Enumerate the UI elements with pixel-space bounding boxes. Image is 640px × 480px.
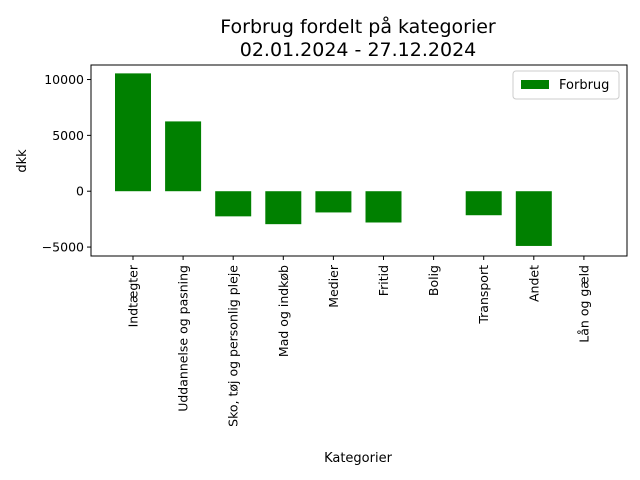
bar-5	[365, 191, 402, 223]
legend-swatch	[521, 80, 549, 89]
x-tick-label: Sko, tøj og personlig pleje	[226, 265, 241, 427]
legend-box	[512, 70, 620, 100]
plot-frame	[90, 64, 628, 257]
bar-2	[215, 191, 252, 217]
y-axis: −5000 0 5000 10000	[42, 72, 91, 255]
legend-label: Forbrug	[559, 78, 609, 93]
bar-4	[315, 191, 352, 213]
x-tick-label: Bolig	[426, 265, 441, 296]
x-tick-label: Fritid	[376, 265, 391, 296]
x-tick-label: Mad og indkøb	[276, 265, 291, 357]
chart-subtitle: 02.01.2024 - 27.12.2024	[240, 39, 477, 61]
y-tick-label: 10000	[44, 72, 84, 87]
x-axis-label: Kategorier	[324, 451, 393, 466]
x-tick-label: Transport	[476, 265, 491, 325]
bar-1	[165, 121, 202, 192]
x-axis: Indtægter Uddannelse og pasning Sko, tøj o…	[126, 256, 591, 427]
y-tick-label: −5000	[42, 240, 84, 255]
x-tick-label: Indtægter	[126, 264, 141, 327]
x-tick-label: Uddannelse og pasning	[176, 265, 191, 412]
bars-group	[115, 73, 552, 246]
bar-8	[515, 191, 552, 246]
x-tick-label: Lån og gæld	[576, 265, 591, 343]
y-tick-label: 5000	[52, 128, 84, 143]
bar-7	[465, 191, 502, 216]
x-tick-label: Andet	[526, 265, 541, 302]
legend: Forbrug	[512, 70, 620, 100]
y-tick-label: 0	[76, 184, 84, 199]
x-tick-label: Medier	[326, 264, 341, 308]
chart-title: Forbrug fordelt på kategorier	[220, 15, 496, 38]
y-axis-label: dkk	[15, 149, 30, 173]
bar-0	[115, 73, 151, 192]
bar-3	[265, 191, 302, 225]
